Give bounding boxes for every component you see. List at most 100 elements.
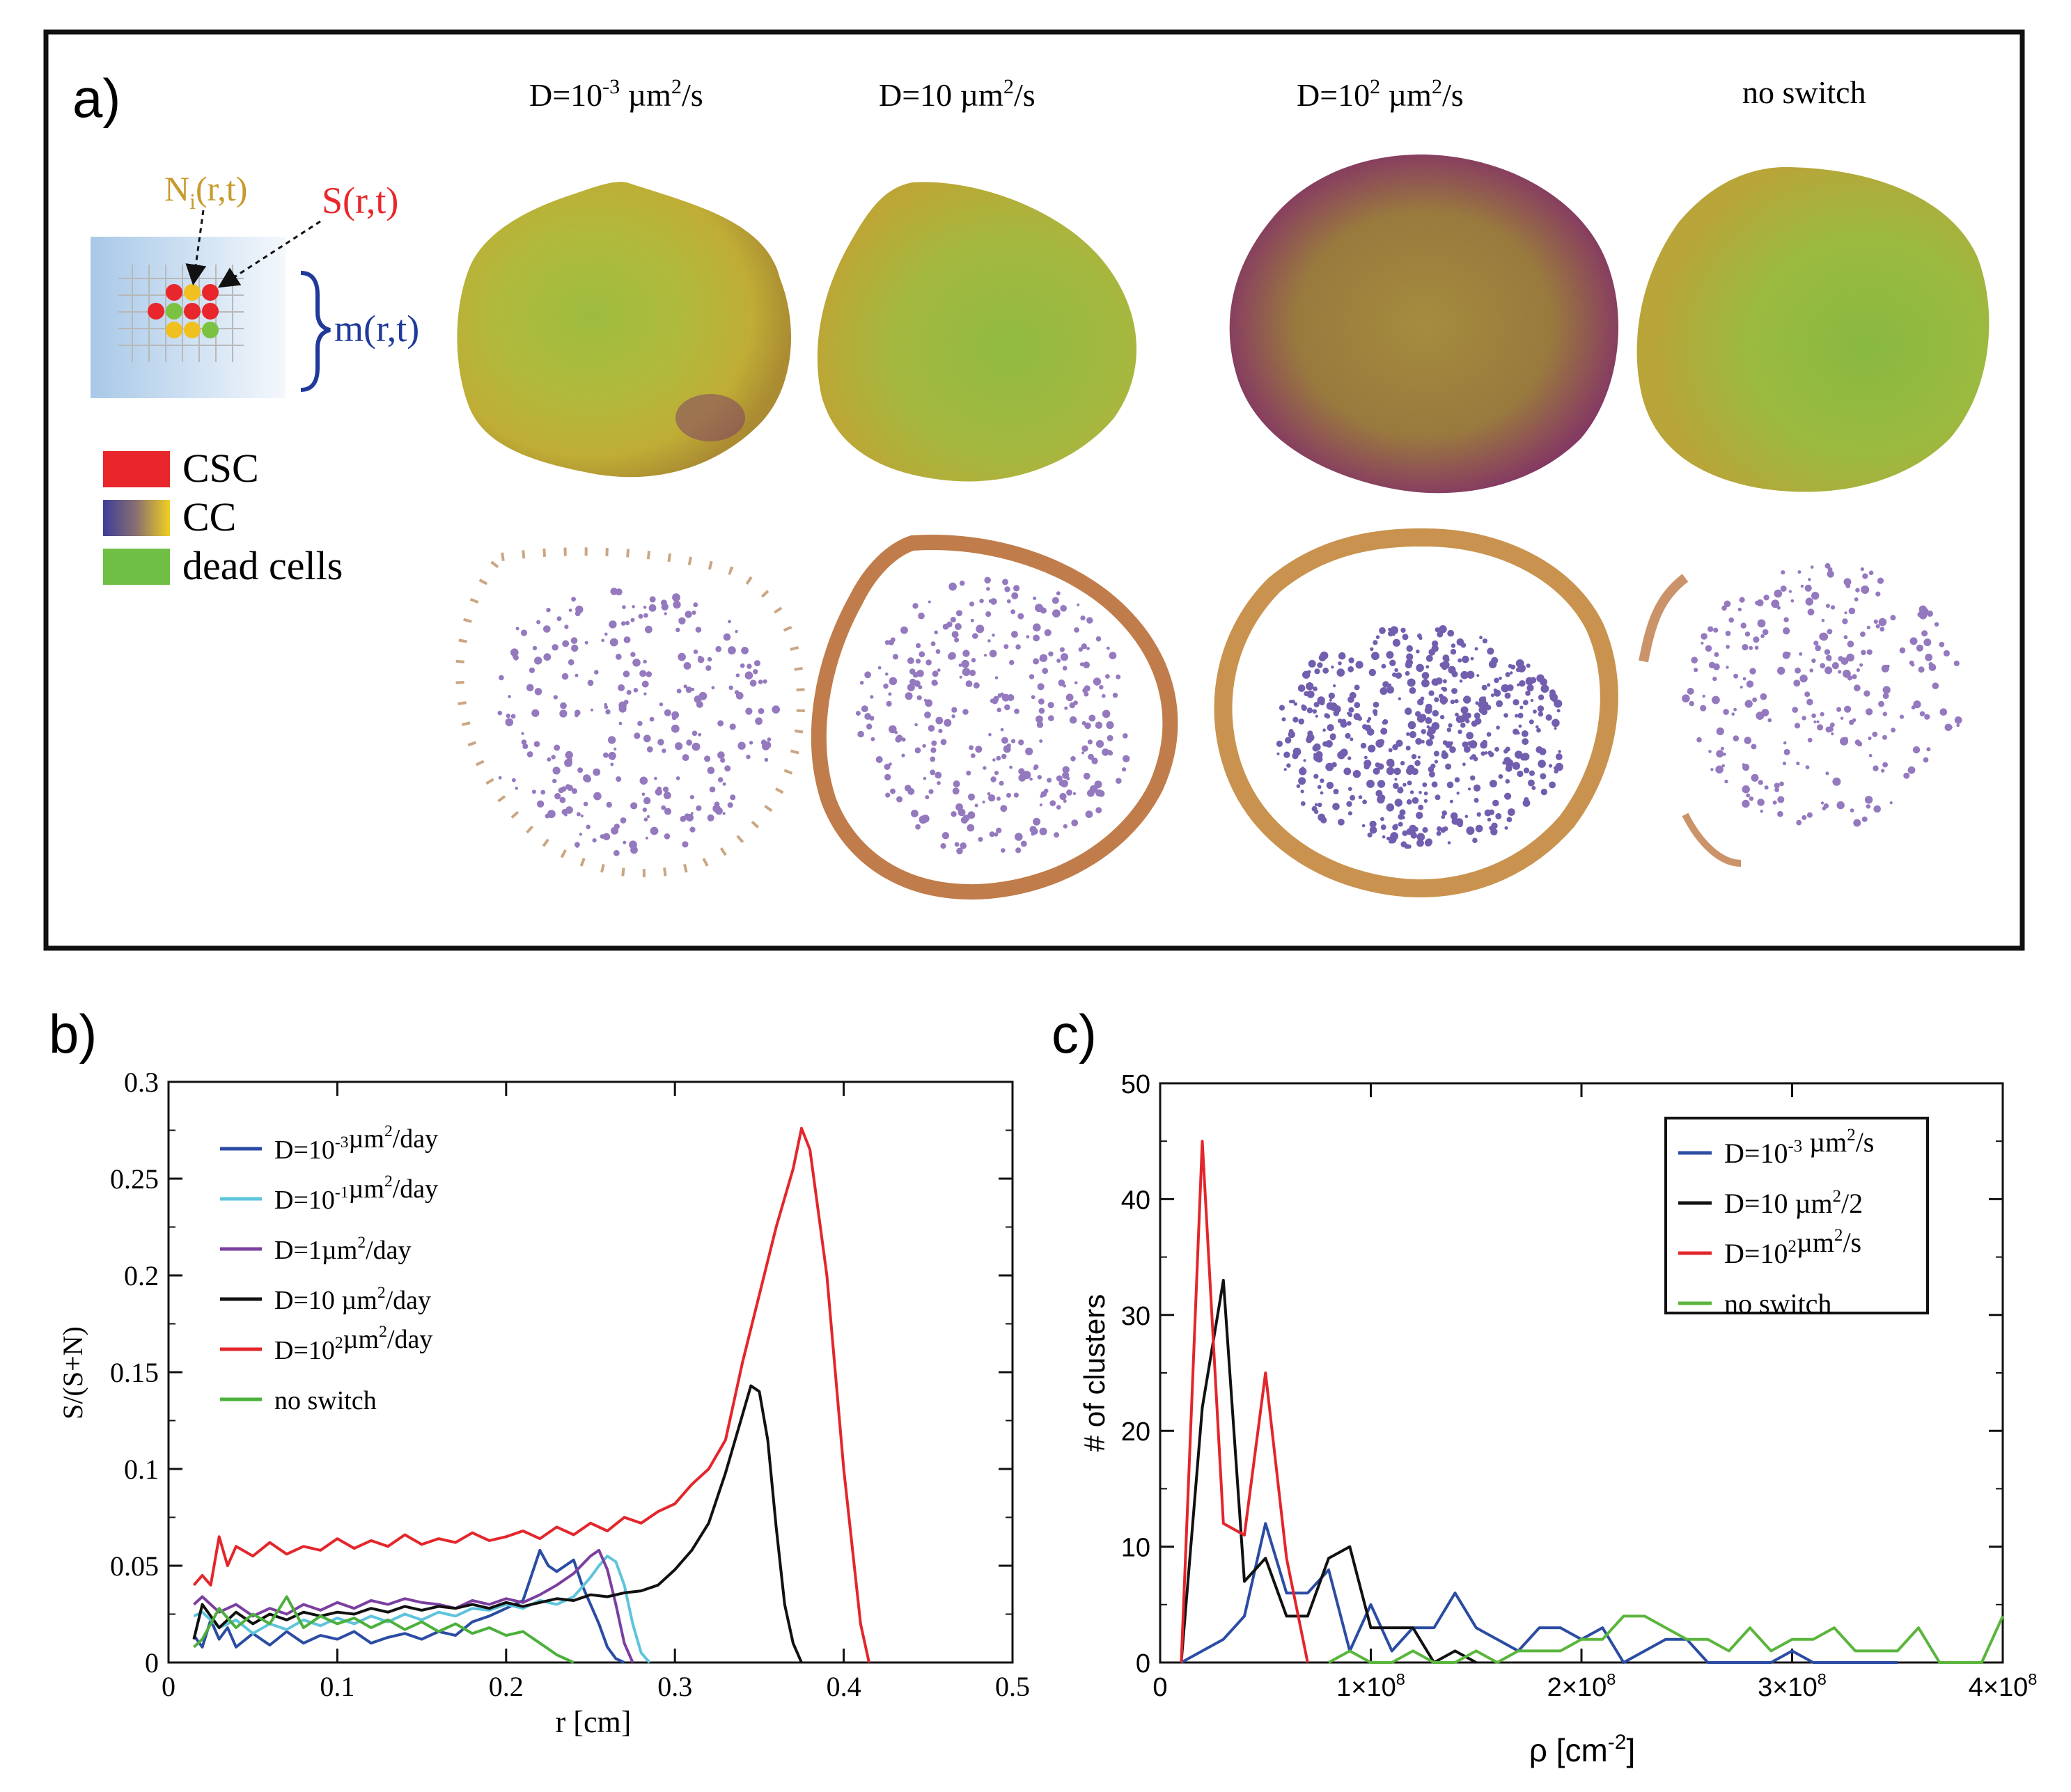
- panel-c-legend-box: [1664, 1117, 1929, 1314]
- csc-cluster-dot: [1004, 586, 1010, 592]
- csc-cluster-dot: [571, 597, 576, 602]
- csc-cluster-dot: [1078, 647, 1084, 652]
- csc-cluster-dot: [1882, 712, 1887, 716]
- csc-cluster-dot: [1480, 751, 1485, 756]
- csc-cluster-dot: [1040, 794, 1044, 798]
- csc-cluster-dot: [1503, 713, 1508, 718]
- csc-cluster-dot: [543, 653, 552, 661]
- csc-cluster-dot: [1095, 789, 1103, 797]
- csc-cluster-dot: [506, 713, 510, 718]
- csc-cluster-dot: [1122, 767, 1127, 772]
- csc-cluster-dot: [1774, 783, 1780, 789]
- csc-cluster-dot: [1939, 708, 1948, 716]
- csc-cluster-dot: [1464, 742, 1469, 746]
- csc-cluster-dot: [1682, 694, 1690, 702]
- csc-cluster-dot: [1425, 654, 1433, 662]
- csc-cluster-dot: [1018, 768, 1025, 775]
- csc-cluster-dot: [1332, 803, 1340, 810]
- csc-cluster-dot: [1554, 699, 1563, 708]
- csc-cluster-dot: [623, 670, 630, 677]
- csc-cluster-dot: [1878, 700, 1884, 707]
- csc-cluster-dot: [989, 831, 995, 838]
- csc-cluster-dot: [1804, 691, 1811, 698]
- csc-cluster-dot: [1470, 775, 1476, 781]
- csc-cluster-dot: [745, 707, 753, 715]
- csc-cluster-dot: [1313, 686, 1318, 691]
- csc-cluster-dot: [648, 604, 657, 612]
- csc-cluster-dot: [1058, 679, 1065, 686]
- csc-cluster-dot: [1760, 810, 1763, 813]
- csc-cluster-dot: [1504, 792, 1512, 800]
- csc-cluster-dot: [1731, 712, 1735, 716]
- csc-cluster-dot: [1407, 678, 1416, 687]
- csc-cluster-dot: [526, 751, 533, 757]
- csc-cluster-dot: [1037, 683, 1045, 691]
- csc-cluster-dot: [1315, 751, 1320, 756]
- csc-cluster-dot: [1422, 827, 1428, 833]
- csc-cluster-dot: [1419, 791, 1422, 794]
- csc-cluster-dot: [1878, 618, 1887, 627]
- csc-cluster-dot: [1425, 838, 1433, 846]
- csc-cluster-dot: [610, 588, 618, 595]
- csc-cluster-dot: [600, 834, 605, 839]
- csc-cluster-dot: [973, 682, 980, 689]
- x-tick-label: 0: [1152, 1673, 1167, 1702]
- csc-cluster-dot: [1787, 652, 1791, 657]
- csc-cluster-dot: [1029, 777, 1033, 781]
- csc-cluster-dot: [1123, 733, 1128, 739]
- csc-cluster-dot: [1454, 777, 1460, 783]
- csc-cluster-dot: [1364, 755, 1368, 760]
- csc-cluster-dot: [1783, 748, 1790, 755]
- csc-cluster-dot: [1059, 647, 1065, 652]
- csc-cluster-dot: [579, 833, 583, 836]
- csc-cluster-dot: [1368, 668, 1377, 677]
- csc-cluster-dot: [1421, 679, 1430, 688]
- csc-cluster-dot: [983, 766, 987, 770]
- csc-cluster-dot: [605, 709, 611, 715]
- csc-cluster-dot: [1393, 767, 1401, 776]
- csc-cluster-dot: [1442, 679, 1447, 684]
- csc-cluster-dot: [1890, 615, 1896, 621]
- csc-cluster-dot: [1347, 811, 1352, 816]
- csc-cluster-dot: [1326, 702, 1334, 710]
- csc-cluster-dot: [915, 824, 921, 830]
- csc-cluster-dot: [1095, 721, 1103, 729]
- csc-cluster-dot: [1763, 595, 1769, 601]
- csc-cluster-dot: [1069, 716, 1077, 724]
- csc-cluster-dot: [623, 700, 629, 705]
- csc-cluster-dot: [565, 750, 573, 760]
- csc-cluster-dot: [884, 773, 891, 781]
- csc-cluster-dot: [909, 668, 916, 675]
- csc-cluster-dot: [1749, 796, 1754, 801]
- csc-cluster-dot: [556, 616, 562, 622]
- csc-cluster-dot: [1829, 722, 1835, 728]
- panel-c-label: c): [1052, 1003, 1097, 1064]
- csc-cluster-dot: [1388, 804, 1391, 808]
- csc-cluster-dot: [1855, 588, 1860, 592]
- csc-cluster-dot: [1386, 686, 1394, 694]
- csc-cluster-dot: [954, 623, 962, 630]
- csc-cluster-dot: [1850, 808, 1854, 812]
- csc-cluster-dot: [1710, 768, 1714, 771]
- tumor-image-4: [1636, 167, 1990, 492]
- legend-label-4: D=10 µm2/day: [274, 1284, 431, 1315]
- csc-cluster-dot: [643, 606, 647, 609]
- csc-cluster-dot: [1031, 695, 1036, 700]
- csc-cluster-dot: [1733, 673, 1739, 679]
- csc-cluster-dot: [1882, 686, 1891, 694]
- csc-cluster-dot: [883, 683, 889, 689]
- csc-cluster-dot: [1504, 692, 1511, 699]
- csc-cluster-dot: [1039, 803, 1042, 807]
- csc-cluster-dot: [974, 803, 978, 808]
- csc-cluster-dot: [1052, 597, 1059, 604]
- csc-cluster-dot: [942, 623, 949, 630]
- csc-cluster-dot: [1380, 687, 1388, 695]
- csc-cluster-dot: [1903, 772, 1910, 779]
- csc-cluster-dot: [691, 742, 701, 751]
- csc-cluster-dot: [1460, 706, 1469, 714]
- csc-cluster-dot: [915, 659, 921, 664]
- csc-cluster-dot: [1406, 653, 1414, 661]
- tumor-image-2: [817, 182, 1137, 482]
- csc-cluster-dot: [869, 716, 875, 721]
- panel-b-xlabel: r [cm]: [556, 1705, 632, 1739]
